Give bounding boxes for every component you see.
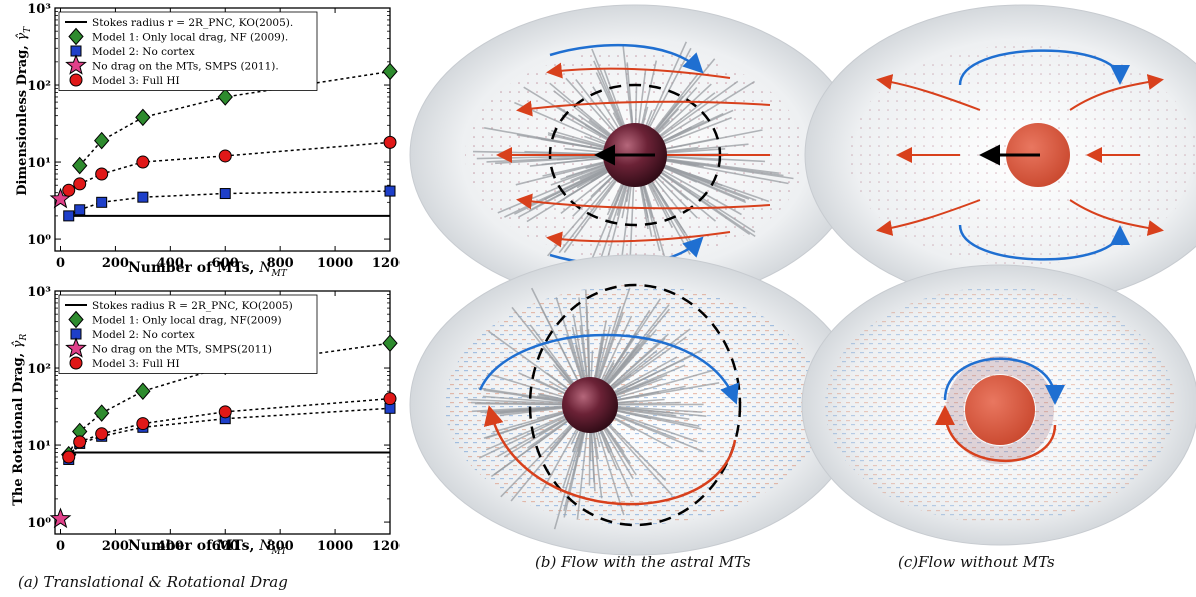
data-point (49, 507, 72, 529)
caption-b: (b) Flow with the astral MTs (535, 553, 751, 571)
data-point (95, 427, 109, 441)
x-tick-label: 1200 (372, 256, 400, 271)
legend-entry: Model 3: Full HI (92, 358, 180, 370)
y-tick-label: 10² (27, 79, 51, 94)
y-tick-label: 10² (27, 362, 51, 377)
legend-entry: Model 2: No cortex (92, 46, 195, 58)
x-tick-label: 1000 (317, 256, 353, 271)
data-point (384, 185, 396, 197)
data-point (218, 405, 232, 419)
data-point (95, 167, 109, 181)
data-point (94, 404, 110, 422)
legend-entry: Model 1: Only local drag, NF (2009). (92, 32, 288, 44)
y-tick-label: 10¹ (27, 156, 51, 171)
data-point (219, 188, 231, 200)
data-point (62, 183, 76, 197)
data-point (383, 392, 397, 406)
series-4 (62, 392, 397, 464)
panel-b-rotation (409, 254, 861, 556)
panel-c-rotation (801, 264, 1196, 546)
caption-c: (c)Flow without MTs (898, 553, 1055, 571)
x-tick-label: 400 (157, 256, 184, 271)
top-xlabel: Number of MTs, NMT (128, 260, 287, 279)
data-point (136, 417, 150, 431)
data-point (62, 450, 76, 464)
series-1 (72, 62, 398, 175)
caption-a: (a) Translational & Rotational Drag (18, 573, 288, 591)
x-tick-label: 800 (267, 256, 294, 271)
sphere-no-mts-rotation (965, 375, 1035, 445)
data-point (72, 156, 88, 175)
y-tick-label: 10⁰ (27, 516, 51, 531)
x-tick-label: 200 (102, 256, 129, 271)
x-tick-label: 0 (56, 539, 65, 554)
legend-entry: Stokes radius r = 2R_PNC, KO(2005). (92, 17, 293, 29)
data-point (382, 334, 398, 352)
x-tick-label: 200 (102, 539, 129, 554)
panel-c-translation (804, 4, 1196, 306)
data-point (217, 88, 233, 106)
legend-marker (65, 337, 87, 358)
data-point (73, 177, 87, 191)
series-4 (62, 135, 397, 197)
flow-visualization (409, 4, 1196, 556)
legend-entry: Model 1: Only local drag, NF(2009) (92, 315, 282, 327)
bottom-ylabel: The Rotational Drag, γ̂R (11, 333, 29, 506)
bottom-xlabel: Number of MTs, NMT (128, 538, 287, 557)
x-tick-label: 600 (212, 539, 239, 554)
legend-entry: Stokes radius R = 2R_PNC, KO(2005) (92, 300, 293, 312)
x-tick-label: 400 (157, 539, 184, 554)
x-tick-label: 0 (56, 256, 65, 271)
data-point (135, 382, 151, 400)
legend-entry: Model 3: Full HI (92, 75, 180, 87)
data-point (74, 204, 86, 216)
legend-marker (68, 310, 84, 329)
centrosome-sphere-rotation (562, 377, 618, 433)
data-point (94, 131, 110, 150)
legend: Stokes radius r = 2R_PNC, KO(2005). Model… (58, 11, 318, 91)
data-point (73, 435, 87, 449)
legend-marker (68, 27, 84, 46)
legend-marker (69, 73, 83, 87)
rotational-drag-plot: 0 200 400 600 800 1000 1200 10⁰ 10¹ 10² 10³ Stokes … (27, 285, 400, 554)
legend-marker (69, 356, 83, 370)
series-2 (63, 185, 396, 222)
data-point (63, 210, 75, 222)
data-point (218, 149, 232, 163)
legend-entry: No drag on the MTs, SMPS(2011) (92, 344, 272, 356)
translational-drag-plot: 0 200 400 600 800 1000 1200 10⁰ 10¹ 10² 10³ Stokes … (27, 2, 400, 271)
y-tick-label: 10³ (27, 285, 51, 300)
y-tick-label: 10⁰ (27, 233, 51, 248)
series-line (68, 190, 391, 217)
legend-entry: Model 2: No cortex (92, 329, 195, 341)
x-tick-label: 800 (267, 539, 294, 554)
series-3 (49, 507, 72, 529)
legend-marker (65, 54, 87, 75)
y-tick-label: 10³ (27, 2, 51, 17)
x-tick-label: 1000 (317, 539, 353, 554)
panel-b-translation (409, 4, 861, 306)
data-point (137, 191, 149, 203)
x-tick-label: 600 (212, 256, 239, 271)
data-point (383, 135, 397, 149)
data-point (136, 155, 150, 169)
legend: Stokes radius R = 2R_PNC, KO(2005) Model … (58, 294, 318, 374)
legend-entry: No drag on the MTs, SMPS (2011). (92, 61, 279, 73)
data-point (96, 196, 108, 208)
x-tick-label: 1200 (372, 539, 400, 554)
y-tick-label: 10¹ (27, 439, 51, 454)
top-ylabel: Dimensionless Drag, γ̂T (15, 26, 33, 196)
data-point (135, 108, 151, 127)
data-point (382, 62, 398, 81)
